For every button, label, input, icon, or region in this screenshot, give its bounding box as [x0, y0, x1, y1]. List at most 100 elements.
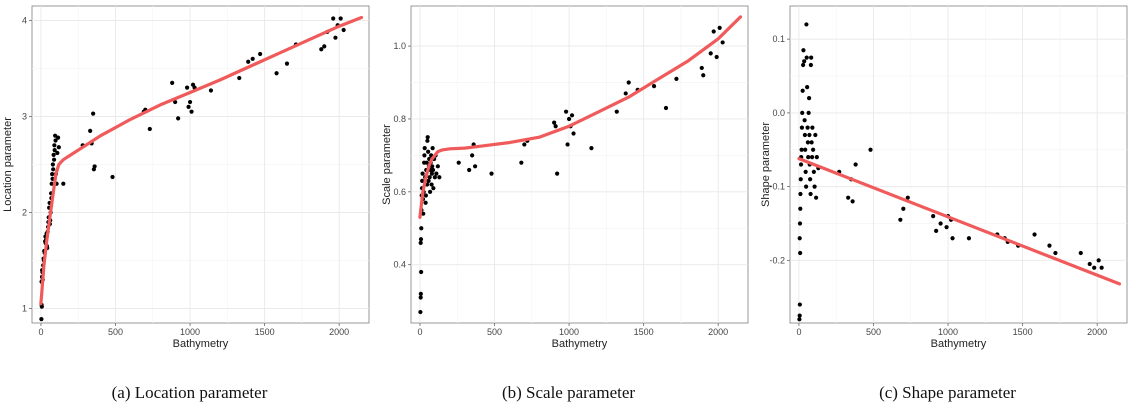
data-point [811, 147, 816, 152]
data-point [1078, 250, 1083, 256]
data-point [934, 228, 939, 233]
y-tick-label: 0.6 [393, 187, 406, 197]
data-point [565, 142, 570, 147]
data-point [186, 104, 191, 109]
data-point [420, 171, 425, 176]
data-point [333, 35, 338, 40]
data-point [808, 177, 813, 182]
y-tick-label: -0.2 [769, 255, 785, 265]
data-point [813, 195, 819, 200]
data-point [798, 250, 803, 256]
data-point [701, 73, 706, 78]
data-point [805, 140, 810, 145]
fitted-curve [797, 157, 1122, 286]
data-point [555, 171, 560, 176]
data-point [322, 44, 327, 49]
data-point [868, 147, 873, 152]
data-point [52, 143, 57, 148]
y-tick-label: 2 [22, 208, 27, 218]
data-point [53, 133, 58, 138]
chart-scale: 0 500 1000 1500 2000 0.4 0.6 0.8 1.0 Bathymetry Sc… [381, 5, 749, 350]
data-point [711, 29, 716, 34]
data-point [421, 211, 426, 216]
x-tick-label: 1500 [1013, 327, 1033, 337]
data-point [938, 221, 943, 226]
data-point [39, 317, 44, 322]
data-point [51, 152, 56, 157]
plot-area [789, 5, 1128, 324]
x-tick-label: 1000 [938, 327, 958, 337]
x-tick-label: 2000 [329, 327, 349, 337]
data-point [814, 155, 819, 160]
y-tick-label: 1 [22, 304, 27, 314]
caption-shape: (c) Shape parameter [879, 383, 1016, 402]
data-point [806, 96, 812, 101]
data-point [552, 120, 557, 125]
data-point [797, 313, 802, 318]
data-point [809, 55, 814, 60]
data-point [811, 169, 816, 174]
data-point [1047, 243, 1052, 248]
data-point [901, 206, 906, 211]
data-point [61, 181, 66, 186]
x-tick-label: 1000 [180, 327, 200, 337]
data-point [801, 48, 806, 53]
data-point [49, 181, 54, 186]
data-point [663, 105, 669, 111]
x-tick-label: 1000 [559, 327, 579, 337]
data-point [422, 146, 427, 151]
data-point [184, 85, 190, 90]
data-point [467, 167, 472, 173]
x-axis-title: Bathymetry [552, 338, 608, 350]
data-point [258, 51, 263, 57]
chart-location: 0 500 1000 1500 2000 1 2 3 4 Bathymetry Location p… [2, 5, 370, 350]
data-point [806, 110, 811, 115]
y-tick-label: 3 [22, 111, 27, 121]
data-point [430, 164, 435, 169]
x-tick-label: 500 [108, 327, 123, 337]
data-point [623, 91, 628, 96]
data-point [418, 295, 423, 300]
data-point [808, 62, 813, 68]
data-point [798, 162, 804, 167]
y-axis-title: Location parameter [2, 117, 14, 212]
data-point [53, 138, 58, 143]
y-tick-label: -0.1 [769, 182, 785, 192]
data-point [804, 22, 809, 27]
data-point [614, 109, 619, 114]
caption-location: (a) Location parameter [111, 383, 268, 402]
data-point [950, 236, 955, 241]
data-point [905, 195, 910, 200]
panel-shape: 0 500 1000 1500 2000 0.1 0.0 -0.1 -0.2 Bathymetry… [758, 0, 1137, 412]
data-point [519, 160, 524, 165]
data-point [427, 175, 432, 180]
data-point [589, 146, 594, 151]
data-point [805, 125, 810, 130]
data-point [931, 214, 936, 219]
x-tick-label: 500 [487, 327, 502, 337]
data-point [92, 164, 97, 169]
data-point [50, 172, 55, 177]
data-point [176, 116, 181, 121]
data-point [807, 132, 812, 138]
data-point [88, 128, 93, 133]
data-point [418, 237, 424, 242]
data-point [944, 225, 949, 230]
data-point [187, 99, 193, 105]
data-point [571, 131, 576, 136]
data-point [208, 88, 214, 93]
data-point [419, 226, 424, 231]
data-point [319, 47, 324, 52]
data-point [674, 76, 679, 81]
y-tick-label: 0.4 [393, 260, 406, 270]
data-point [717, 25, 722, 30]
grid-major [411, 6, 748, 323]
data-point [898, 217, 903, 222]
data-point [418, 291, 423, 296]
data-point [522, 142, 527, 147]
data-point [708, 51, 713, 56]
data-point [797, 221, 803, 226]
data-point [51, 167, 56, 172]
data-point [189, 109, 194, 114]
data-point [489, 171, 494, 176]
